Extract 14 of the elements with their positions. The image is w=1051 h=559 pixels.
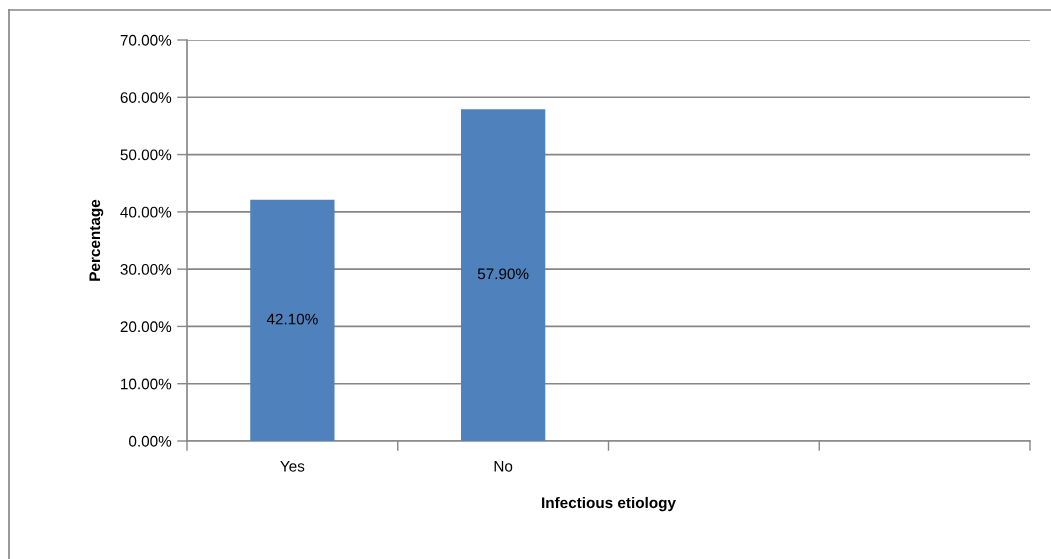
y-tick-label: 10.00% bbox=[121, 378, 172, 390]
x-tick-label: Yes bbox=[280, 461, 305, 472]
y-tick-label: 70.00% bbox=[120, 34, 172, 46]
data-label: 57.90% bbox=[477, 268, 529, 280]
x-axis-title: Infectious etiology bbox=[542, 496, 676, 512]
y-axis-title: Percentage bbox=[89, 199, 104, 281]
y-tick-label: 30.00% bbox=[120, 264, 172, 275]
y-tick-label: 60.00% bbox=[120, 92, 172, 103]
y-tick-label: 0.00% bbox=[129, 435, 172, 447]
y-tick-label: 20.00% bbox=[120, 321, 172, 333]
y-tick-label: 40.00% bbox=[120, 206, 172, 218]
x-tick-label: No bbox=[494, 461, 513, 472]
y-tick-label: 50.00% bbox=[120, 149, 172, 161]
data-label: 42.10% bbox=[266, 313, 318, 325]
